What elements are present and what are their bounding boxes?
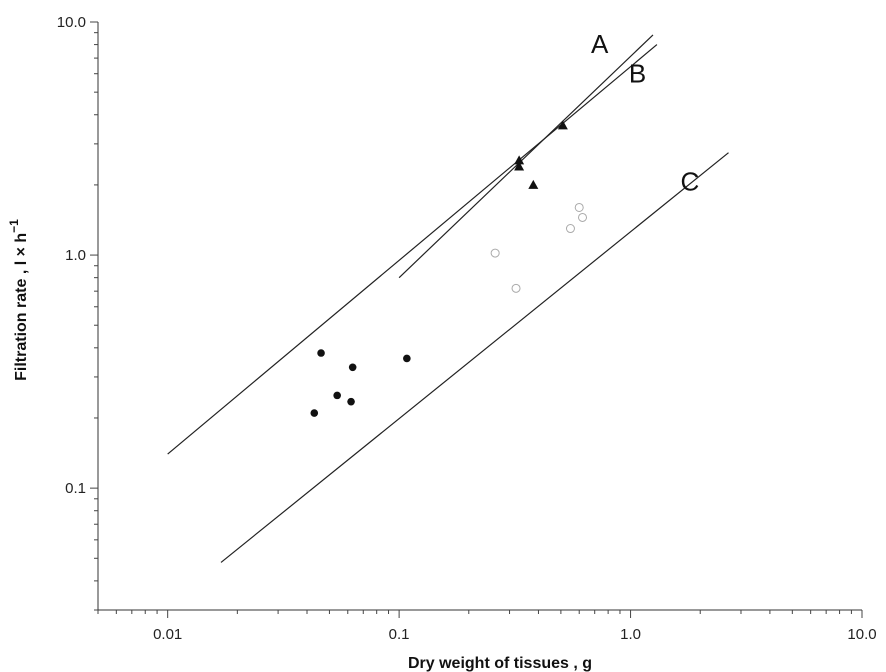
y-axis-title-superscript: −1 [7, 219, 21, 233]
x-axis-title: Dry weight of tissues , g [408, 655, 592, 672]
x-tick-label: 0.01 [153, 626, 182, 643]
y-tick-label: 10.0 [57, 14, 86, 31]
x-tick-label: 0.1 [389, 626, 410, 643]
filled-circle-point [333, 391, 341, 400]
filled-circle-point [403, 354, 411, 363]
filled-circle-point [347, 397, 355, 406]
line-a [398, 34, 654, 279]
line-label-a: A [591, 29, 609, 59]
filled-circle-point [310, 409, 319, 417]
line-label-c: C [681, 167, 700, 197]
y-tick-label: 1.0 [65, 247, 86, 264]
line-c [220, 152, 729, 563]
tick-labels: 0.01 0.1 1.0 10.0 0.1 1.0 10.0 [57, 14, 877, 643]
y-axis-title-main: Filtration rate , l × h [13, 233, 30, 381]
triangle-point [514, 161, 525, 171]
open-circle-point [490, 248, 500, 258]
triangle-point [514, 155, 525, 165]
triangle-point [557, 120, 568, 130]
filled-circle-point [348, 363, 357, 372]
open-circle-point [565, 224, 575, 234]
triangle-point [528, 179, 539, 189]
y-axis-title: Filtration rate , l × h−1 [7, 219, 30, 381]
open-circle-point [578, 212, 588, 222]
ticks [90, 21, 863, 618]
x-tick-label: 1.0 [620, 626, 641, 643]
regression-lines [167, 34, 729, 563]
open-circle-point [574, 202, 584, 212]
data-points [310, 120, 588, 417]
filled-circle-point [317, 349, 325, 357]
line-b [167, 44, 658, 455]
axes [97, 22, 862, 611]
open-circle-point [511, 283, 521, 293]
line-label-b: B [629, 59, 646, 89]
y-tick-label: 0.1 [65, 480, 86, 497]
x-tick-label: 10.0 [847, 626, 876, 643]
line-labels: AB C [591, 29, 699, 197]
